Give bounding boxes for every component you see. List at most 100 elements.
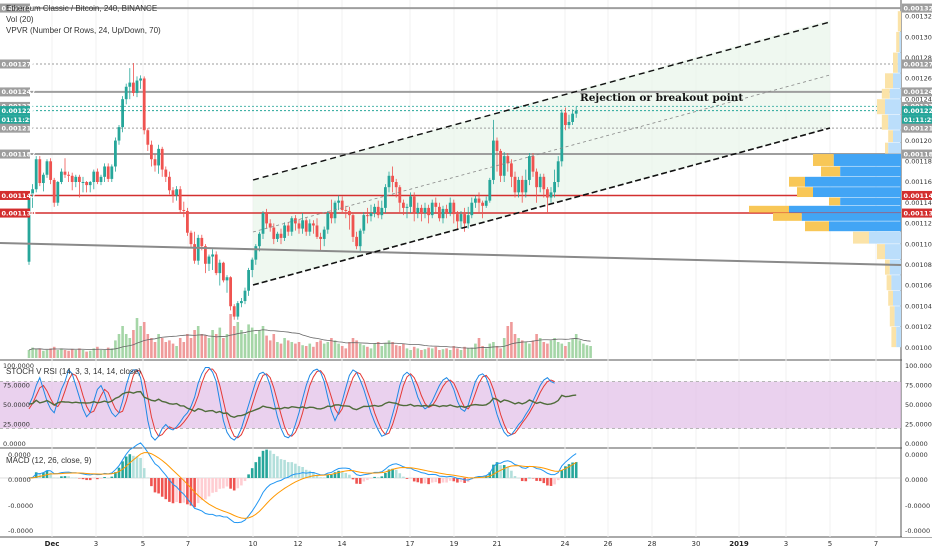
macd-histogram-bar bbox=[312, 472, 315, 478]
macd-histogram-bar bbox=[434, 478, 438, 483]
macd-histogram-bar bbox=[528, 477, 531, 479]
candle-body bbox=[351, 215, 355, 237]
volume-bar bbox=[304, 346, 308, 358]
candle-body bbox=[510, 163, 513, 177]
macd-histogram-bar bbox=[200, 478, 204, 501]
vpvr-row-down bbox=[885, 259, 890, 275]
macd-histogram-bar bbox=[63, 476, 67, 478]
volume-bar bbox=[204, 335, 207, 358]
macd-histogram-bar bbox=[441, 478, 445, 483]
lower-channel-line bbox=[252, 127, 831, 286]
candle-body bbox=[538, 176, 542, 188]
candle-body bbox=[373, 206, 376, 214]
macd-histogram-bar bbox=[362, 478, 366, 482]
candle-body bbox=[139, 78, 142, 81]
macd-histogram-bar bbox=[211, 478, 214, 493]
vpvr-histogram bbox=[749, 11, 901, 348]
volume-bar bbox=[502, 338, 506, 358]
volume-bar bbox=[387, 340, 391, 358]
time-tick-label: 5 bbox=[828, 540, 832, 548]
volume-bar bbox=[405, 348, 409, 358]
candle-body bbox=[200, 237, 204, 247]
candle-body bbox=[60, 171, 63, 182]
macd-histogram-bar bbox=[99, 478, 103, 479]
candle-body bbox=[434, 202, 438, 207]
candle-body bbox=[394, 182, 398, 188]
time-tick-label: 3 bbox=[94, 540, 98, 548]
candle-body bbox=[70, 175, 74, 182]
candle-body bbox=[459, 214, 463, 222]
macd-histogram-bar bbox=[517, 477, 520, 479]
time-tick-label: Dec bbox=[45, 540, 60, 548]
macd-histogram-bar bbox=[420, 478, 423, 484]
volume-bar bbox=[153, 342, 157, 358]
macd-histogram-bar bbox=[139, 457, 142, 478]
volume-bar bbox=[283, 338, 286, 358]
candle-body bbox=[369, 213, 373, 217]
macd-histogram-bar bbox=[247, 474, 250, 478]
volume-bar bbox=[214, 334, 218, 358]
volume-bar bbox=[160, 338, 164, 358]
macd-histogram-bar bbox=[265, 449, 268, 478]
price-label-box-left bbox=[0, 115, 30, 125]
volume-bar bbox=[142, 322, 146, 358]
vpvr-row-down bbox=[885, 73, 893, 89]
volume-bar bbox=[520, 340, 524, 358]
time-tick-label: 21 bbox=[493, 540, 502, 548]
candle-body bbox=[78, 176, 81, 182]
price-label-box-left bbox=[0, 149, 30, 159]
price-label-left: 0.001274 bbox=[2, 60, 37, 68]
time-tick-label: 2019 bbox=[729, 540, 749, 548]
macd-histogram-bar bbox=[394, 469, 398, 478]
candle-body bbox=[193, 244, 196, 261]
volume-bar bbox=[384, 343, 387, 358]
candle-body bbox=[229, 277, 232, 307]
stoch-tick-label-left: 0.0000 bbox=[3, 440, 26, 448]
macd-histogram-bar bbox=[416, 478, 420, 483]
price-label-right: 0.001229 bbox=[904, 107, 932, 115]
vpvr-row-up bbox=[805, 176, 901, 187]
candle-body bbox=[488, 179, 492, 201]
macd-histogram-bar bbox=[308, 470, 312, 478]
channel-fill bbox=[253, 20, 830, 285]
volume-bar bbox=[409, 350, 412, 358]
volume-bar bbox=[186, 334, 189, 358]
price-label-right: 0.001147 bbox=[904, 192, 932, 200]
macd-tick-label-left: 0.0000 bbox=[8, 476, 31, 484]
vpvr-row-down bbox=[829, 197, 841, 206]
macd-histogram-bar bbox=[499, 465, 502, 478]
vpvr-row-up bbox=[894, 306, 901, 327]
macd-histogram-bar bbox=[92, 478, 96, 479]
price-label-right: 0.001187 bbox=[904, 150, 932, 158]
volume-bar bbox=[38, 348, 42, 358]
volume-bar bbox=[416, 348, 420, 358]
candle-body bbox=[160, 148, 164, 170]
price-label-left: 0.001247 bbox=[2, 88, 36, 96]
volume-bar bbox=[60, 348, 63, 358]
macd-histogram-bar bbox=[463, 478, 466, 483]
candle-body bbox=[254, 246, 258, 260]
candle-body bbox=[114, 140, 117, 167]
time-tick-label: 3 bbox=[784, 540, 788, 548]
vpvr-row-up bbox=[896, 326, 901, 348]
candle-body bbox=[164, 169, 168, 177]
volume-bar bbox=[369, 348, 373, 358]
macd-histogram-bar bbox=[232, 478, 236, 491]
candle-body bbox=[189, 232, 193, 245]
time-tick-label: 7 bbox=[874, 540, 878, 548]
macd-histogram-bar bbox=[366, 478, 369, 481]
macd-histogram-bar bbox=[542, 478, 546, 484]
price-label-box-left bbox=[0, 87, 30, 97]
macd-histogram-bar bbox=[294, 463, 297, 478]
volume-bar bbox=[463, 346, 466, 358]
vpvr-row-up bbox=[840, 197, 901, 206]
macd-tick-label-right: 0.0000 bbox=[905, 476, 928, 484]
candle-body bbox=[322, 229, 326, 239]
macd-histogram-bar bbox=[549, 478, 553, 486]
volume-bar bbox=[240, 330, 243, 358]
volume-bars bbox=[27, 314, 592, 358]
candle-body bbox=[340, 200, 344, 210]
volume-bar bbox=[146, 334, 150, 358]
